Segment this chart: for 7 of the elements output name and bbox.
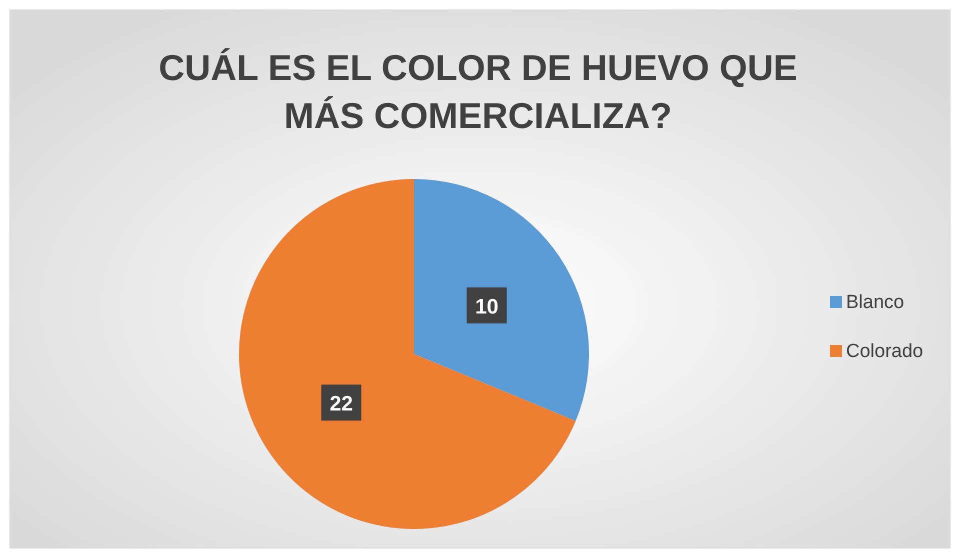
legend-label: Blanco bbox=[846, 292, 904, 313]
pie-slice bbox=[239, 179, 576, 529]
legend-label: Colorado bbox=[846, 341, 924, 362]
data-label: 10 bbox=[475, 295, 498, 318]
data-label: 22 bbox=[330, 392, 353, 416]
chart-title: CUÁL ES EL COLOR DE HUEVO QUE MÁS COMERCIALIZA? bbox=[158, 47, 798, 136]
pie-slice bbox=[414, 179, 589, 421]
